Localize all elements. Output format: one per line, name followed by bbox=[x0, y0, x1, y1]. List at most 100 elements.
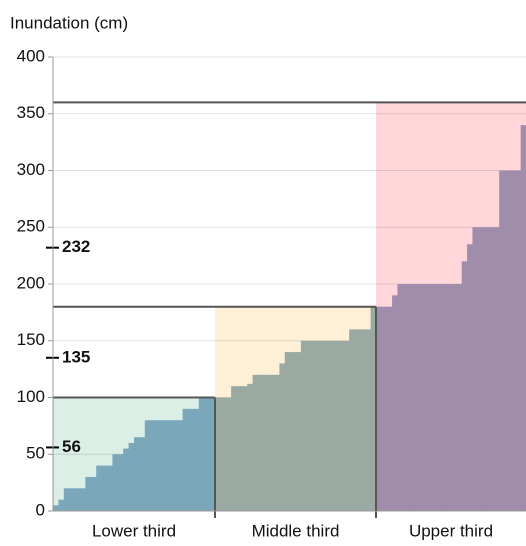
x-tick-label: Upper third bbox=[409, 521, 493, 540]
bar bbox=[177, 420, 183, 511]
bar bbox=[252, 374, 259, 511]
bar bbox=[188, 408, 194, 511]
bar bbox=[397, 284, 404, 511]
bar bbox=[456, 284, 463, 511]
x-tick-label: Lower third bbox=[92, 521, 176, 540]
bar bbox=[451, 284, 457, 511]
bar bbox=[429, 284, 436, 511]
bar bbox=[215, 397, 221, 511]
bar bbox=[413, 284, 420, 511]
bar bbox=[322, 340, 329, 511]
bar bbox=[461, 261, 468, 511]
x-tick-label: Middle third bbox=[252, 521, 340, 540]
bar bbox=[381, 306, 388, 511]
bar bbox=[247, 383, 253, 511]
bar bbox=[300, 340, 307, 511]
bar bbox=[279, 363, 286, 511]
bar bbox=[290, 352, 296, 511]
bar bbox=[193, 408, 200, 511]
bar bbox=[241, 386, 248, 511]
bar bbox=[161, 420, 167, 511]
bar bbox=[499, 170, 505, 511]
bar bbox=[359, 329, 366, 511]
bar bbox=[182, 408, 189, 511]
bar bbox=[117, 454, 124, 511]
bar bbox=[74, 488, 81, 511]
bar bbox=[365, 329, 372, 511]
bar bbox=[225, 397, 232, 511]
bar bbox=[477, 227, 484, 511]
bar bbox=[128, 442, 135, 511]
bar bbox=[515, 170, 522, 511]
bar bbox=[198, 397, 205, 511]
bar bbox=[472, 227, 479, 511]
bar bbox=[424, 284, 430, 511]
bar bbox=[231, 386, 237, 511]
bar bbox=[418, 284, 425, 511]
bar bbox=[166, 420, 173, 511]
bar bbox=[349, 329, 355, 511]
bar bbox=[53, 505, 59, 511]
bar bbox=[467, 244, 473, 511]
bar bbox=[63, 488, 70, 511]
mean-label: 56 bbox=[62, 437, 81, 456]
bar bbox=[209, 397, 216, 511]
y-tick-label: 100 bbox=[17, 387, 45, 406]
bar bbox=[306, 340, 312, 511]
bar bbox=[520, 125, 526, 511]
y-tick-label: 50 bbox=[26, 444, 45, 463]
bar bbox=[440, 284, 447, 511]
bar bbox=[96, 465, 102, 511]
bar bbox=[274, 374, 280, 511]
bar bbox=[483, 227, 489, 511]
y-tick-label: 250 bbox=[17, 217, 45, 236]
bar bbox=[263, 374, 270, 511]
bar bbox=[354, 329, 361, 511]
bar bbox=[327, 340, 334, 511]
y-tick-label: 350 bbox=[17, 103, 45, 122]
bar bbox=[343, 340, 350, 511]
bar bbox=[488, 227, 495, 511]
bar bbox=[504, 170, 511, 511]
y-tick-label: 0 bbox=[36, 500, 45, 519]
bar bbox=[107, 465, 113, 511]
bar bbox=[386, 306, 393, 511]
bar bbox=[134, 437, 140, 511]
bar bbox=[509, 170, 516, 511]
bar bbox=[112, 454, 119, 511]
bar bbox=[434, 284, 441, 511]
bar bbox=[295, 352, 302, 511]
bar bbox=[257, 374, 264, 511]
bar bbox=[220, 397, 227, 511]
y-tick-label: 200 bbox=[17, 273, 45, 292]
mean-label: 135 bbox=[62, 347, 90, 366]
bar bbox=[90, 476, 97, 511]
bar bbox=[144, 420, 151, 511]
bar bbox=[370, 306, 377, 511]
bar bbox=[392, 295, 398, 511]
bar bbox=[204, 397, 210, 511]
bar bbox=[316, 340, 323, 511]
bar bbox=[376, 306, 382, 511]
bar bbox=[402, 284, 409, 511]
bar bbox=[268, 374, 275, 511]
bar bbox=[408, 284, 414, 511]
bar bbox=[171, 420, 178, 511]
bar bbox=[493, 227, 500, 511]
y-axis-title: Inundation (cm) bbox=[10, 13, 128, 32]
bar bbox=[101, 465, 108, 511]
bar bbox=[338, 340, 345, 511]
bar bbox=[58, 499, 65, 511]
y-tick-label: 400 bbox=[17, 46, 45, 65]
bar bbox=[85, 476, 92, 511]
bar bbox=[123, 448, 129, 511]
bar bbox=[155, 420, 162, 511]
bar bbox=[333, 340, 339, 511]
bar bbox=[150, 420, 156, 511]
bar bbox=[236, 386, 243, 511]
mean-label: 232 bbox=[62, 237, 90, 256]
y-tick-label: 300 bbox=[17, 160, 45, 179]
bar bbox=[445, 284, 452, 511]
bar bbox=[69, 488, 75, 511]
